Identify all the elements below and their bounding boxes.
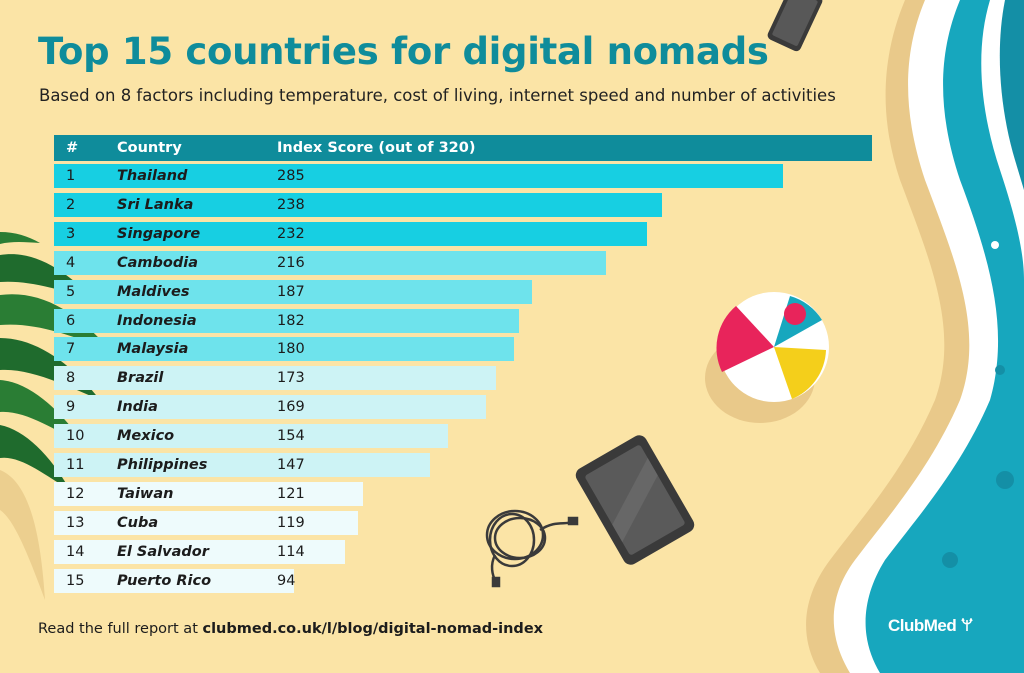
phone-icon [767, 0, 823, 52]
report-link[interactable]: clubmed.co.uk/l/blog/digital-nomad-index [202, 621, 544, 637]
country-label: Philippines [117, 457, 208, 473]
score-label: 147 [277, 457, 305, 473]
country-label: Taiwan [117, 485, 174, 502]
rank-label: 6 [66, 312, 76, 329]
footer-note: Read the full report at clubmed.co.uk/l/… [38, 621, 543, 637]
bar-row: 2 Sri Lanka 238 [54, 192, 663, 217]
score-label: 180 [277, 341, 305, 358]
rank-label: 9 [66, 399, 76, 416]
beach-ball-icon [705, 292, 829, 423]
score-label: 216 [277, 254, 305, 271]
country-label: Cuba [117, 514, 159, 531]
score-label: 173 [277, 370, 305, 387]
score-label: 187 [277, 283, 305, 300]
country-label: Thailand [117, 168, 188, 184]
country-label: Singapore [117, 225, 201, 242]
score-label: 119 [277, 514, 305, 531]
score-label: 114 [277, 543, 305, 560]
bar-row: 7 Malaysia 180 [54, 337, 515, 362]
bar-row: 11 Philippines 147 [54, 453, 430, 477]
rank-label: 10 [66, 428, 85, 445]
bar-row: 14 El Salvador 114 [54, 539, 346, 564]
table-header: # Country Index Score (out of 320) [54, 135, 872, 161]
bar-row: 9 India 169 [54, 395, 486, 420]
rank-label: 14 [66, 543, 85, 560]
rank-label: 13 [66, 514, 85, 531]
country-label: Maldives [117, 283, 190, 300]
column-header-score: Index Score (out of 320) [277, 140, 476, 156]
country-label: Indonesia [117, 312, 197, 329]
country-label: Mexico [117, 428, 175, 445]
column-header-country: Country [117, 140, 182, 156]
bar-row: 6 Indonesia 182 [54, 308, 520, 333]
rank-label: 7 [66, 341, 76, 358]
score-label: 121 [277, 485, 305, 502]
rank-label: 1 [66, 168, 76, 184]
country-label: India [117, 399, 158, 416]
footer-prefix: Read the full report at [38, 621, 203, 637]
column-header-rank: # [66, 140, 79, 156]
page-title: Top 15 countries for digital nomads [38, 30, 769, 73]
rank-label: 3 [66, 225, 76, 242]
country-label: Malaysia [117, 341, 189, 358]
score-label: 232 [277, 225, 305, 242]
logo-text: ClubMed [888, 616, 957, 635]
clubmed-logo: ClubMed [888, 616, 973, 636]
rank-label: 15 [66, 572, 85, 589]
country-label: El Salvador [117, 543, 209, 560]
score-label: 182 [277, 312, 305, 329]
sea-waves [806, 0, 1024, 673]
score-label: 154 [277, 428, 305, 445]
trident-icon [960, 617, 973, 631]
rank-label: 4 [66, 254, 76, 271]
page-subtitle: Based on 8 factors including temperature… [39, 86, 836, 105]
bar-row: 1 Thailand 285 [54, 164, 783, 188]
rank-label: 8 [66, 370, 76, 387]
score-label: 238 [277, 196, 305, 213]
bar-row: 8 Brazil 173 [54, 366, 497, 391]
rank-label: 2 [66, 196, 76, 213]
score-label: 169 [277, 399, 305, 416]
bar-row: 15 Puerto Rico 94 [54, 568, 296, 593]
bar-row: 13 Cuba 119 [54, 510, 359, 535]
rank-label: 11 [66, 457, 85, 473]
country-label: Sri Lanka [117, 196, 194, 213]
bar-row: 3 Singapore 232 [54, 221, 648, 246]
bar-row: 12 Taiwan 121 [54, 481, 364, 506]
score-label: 285 [277, 168, 305, 184]
rank-label: 12 [66, 485, 85, 502]
bar-row: 5 Maldives 187 [54, 279, 533, 304]
cable-icon [485, 509, 579, 588]
score-label: 94 [277, 572, 296, 589]
bar-row: 10 Mexico 154 [54, 424, 448, 449]
country-label: Puerto Rico [117, 572, 212, 589]
rank-label: 5 [66, 283, 76, 300]
country-label: Brazil [117, 370, 164, 387]
country-label: Cambodia [117, 254, 199, 271]
tablet-icon [575, 435, 695, 565]
bar-row: 4 Cambodia 216 [54, 250, 607, 275]
